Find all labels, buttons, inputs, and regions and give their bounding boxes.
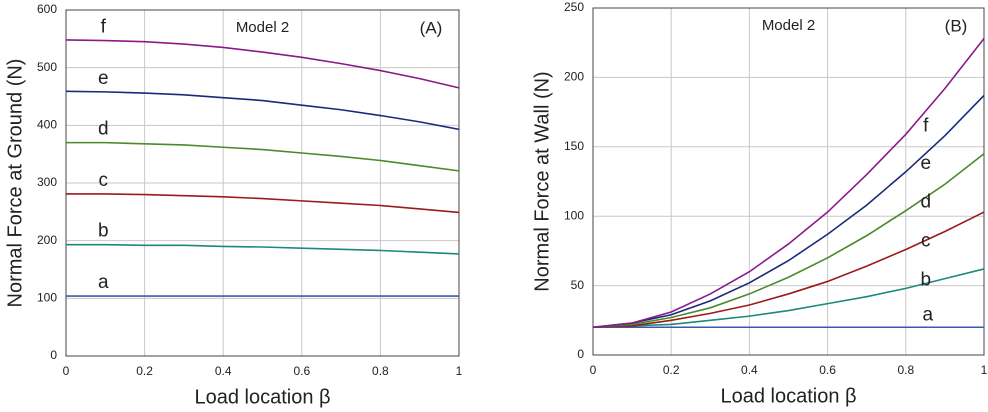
series-line: [65, 90, 460, 131]
y-tick-label: 200: [564, 70, 584, 84]
y-axis-label: Normal Force at Wall (N): [531, 71, 553, 291]
y-tick-label: 500: [37, 60, 57, 74]
y-tick-label: 0: [50, 348, 57, 362]
y-tick-label: 400: [37, 118, 57, 132]
y-tick-label: 250: [564, 0, 584, 14]
y-tick-label: 600: [37, 2, 57, 16]
series-label: c: [921, 231, 931, 252]
x-tick-label: 1: [981, 363, 988, 377]
y-tick-label: 100: [37, 291, 57, 305]
y-tick-label: 100: [564, 208, 584, 222]
model-label: Model 2: [236, 19, 289, 36]
series-label: d: [921, 192, 932, 213]
x-tick-label: 0.2: [663, 363, 680, 377]
series-label: a: [923, 304, 934, 325]
series-label: c: [99, 170, 109, 191]
x-tick-label: 0.6: [293, 364, 310, 378]
x-tick-label: 0: [63, 364, 70, 378]
series-line: [592, 211, 985, 329]
y-tick-label: 50: [571, 278, 585, 292]
series-label: f: [101, 17, 107, 38]
panel: 0 100 200 300 400 500 600 0 0.2 0.4 0.6 0.8 1 a b c d e f M…: [4, 2, 462, 408]
series-line: [66, 141, 460, 172]
series-line: [66, 243, 460, 255]
y-tick-label: 150: [564, 139, 584, 153]
y-tick-label: 300: [37, 175, 57, 189]
series-label: b: [98, 221, 109, 242]
panel-label: (A): [420, 18, 443, 37]
series-line: [592, 153, 985, 329]
x-tick-label: 0.8: [897, 363, 914, 377]
x-tick-label: 0.8: [372, 364, 389, 378]
series-label: d: [98, 119, 109, 140]
series-label: f: [923, 115, 929, 136]
x-tick-label: 1: [456, 364, 463, 378]
y-tick-label: 200: [37, 233, 57, 247]
x-axis-label: Load location β: [194, 386, 330, 408]
series-line: [66, 193, 460, 214]
plot-frame: [592, 7, 985, 356]
series-line: [65, 39, 460, 89]
x-tick-label: 0.4: [741, 363, 758, 377]
plot-frame: [65, 9, 460, 357]
y-axis-label: Normal Force at Ground (N): [4, 59, 26, 308]
series-label: e: [98, 68, 109, 89]
x-axis-label: Load location β: [720, 385, 856, 407]
series-label: b: [921, 269, 932, 290]
series-line: [592, 268, 985, 329]
series-line: [592, 94, 985, 329]
x-tick-label: 0.6: [819, 363, 836, 377]
panel-label: (B): [945, 16, 968, 35]
model-label: Model 2: [762, 17, 815, 34]
series-label: a: [98, 272, 109, 293]
series-line: [592, 38, 985, 329]
y-tick-label: 0: [577, 347, 584, 361]
x-tick-label: 0.4: [215, 364, 232, 378]
x-tick-label: 0: [590, 363, 597, 377]
series-label: e: [921, 153, 932, 174]
x-tick-label: 0.2: [136, 364, 153, 378]
